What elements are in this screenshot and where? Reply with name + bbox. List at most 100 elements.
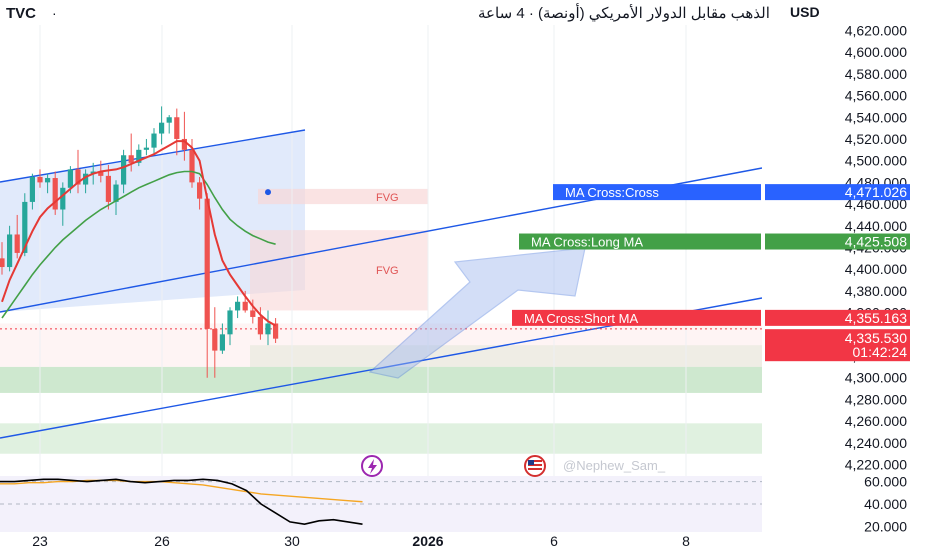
candle-14 bbox=[105, 175, 111, 202]
candle-11 bbox=[83, 173, 89, 185]
candle-31 bbox=[235, 301, 241, 311]
candle-3 bbox=[22, 201, 28, 253]
candle-19 bbox=[143, 147, 149, 150]
price-tick-label: 4,580.000 bbox=[845, 66, 907, 82]
candle-12 bbox=[90, 171, 96, 174]
channel-top-line bbox=[0, 129, 306, 183]
lightning-icon[interactable] bbox=[361, 455, 383, 477]
candle-0 bbox=[0, 258, 5, 268]
candle-4 bbox=[29, 176, 35, 202]
oscillator-pane bbox=[0, 476, 762, 532]
time-axis-bg bbox=[0, 532, 932, 550]
oscillator-line bbox=[0, 478, 363, 525]
us-flag-icon[interactable] bbox=[524, 455, 546, 477]
candle-33 bbox=[250, 310, 256, 317]
candle-20 bbox=[151, 133, 157, 148]
ma-value-text: 4,355.163 bbox=[845, 310, 907, 326]
ma-value-box bbox=[765, 184, 910, 201]
candle-10 bbox=[75, 169, 81, 185]
symbol-ticker[interactable]: TVC bbox=[6, 5, 36, 22]
price-tag-countdown: 01:42:24 bbox=[853, 344, 908, 360]
osc-tick-label: 40.000 bbox=[864, 496, 907, 512]
price-tick-label: 4,280.000 bbox=[845, 391, 907, 407]
candle-23 bbox=[174, 117, 180, 139]
support-shade bbox=[0, 323, 762, 367]
currency-label: USD bbox=[790, 4, 820, 20]
price-tick-label: 4,260.000 bbox=[845, 413, 907, 429]
trend-lines[interactable] bbox=[0, 129, 763, 439]
price-tick-label: 4,440.000 bbox=[845, 218, 907, 234]
ma-label-box bbox=[512, 309, 761, 326]
candle-25 bbox=[189, 149, 195, 183]
price-tick-label: 4,500.000 bbox=[845, 153, 907, 169]
candle-17 bbox=[128, 155, 134, 163]
fvg-zone-lower bbox=[250, 230, 428, 311]
candle-9 bbox=[67, 169, 73, 188]
candle-29 bbox=[219, 334, 225, 351]
ma-value-text: 4,471.026 bbox=[845, 184, 907, 200]
candle-1 bbox=[7, 234, 13, 268]
time-tick-label: 2026 bbox=[412, 533, 443, 549]
ma-label-text: MA Cross:Long MA bbox=[531, 235, 643, 250]
ma-value-box bbox=[765, 309, 910, 326]
ma-cross-labels: MA Cross:Cross 4,471.026 MA Cross:Long MA 4… bbox=[512, 184, 910, 362]
watermark-author: @Nephew_Sam_ bbox=[563, 458, 666, 473]
ma-short-line bbox=[1, 140, 277, 327]
candle-30 bbox=[227, 310, 233, 335]
candle-26 bbox=[197, 182, 203, 199]
price-tag-value: 4,335.530 bbox=[845, 330, 907, 346]
candle-7 bbox=[52, 178, 58, 210]
ma-label-text: MA Cross:Short MA bbox=[524, 311, 638, 326]
candle-22 bbox=[166, 117, 172, 123]
osc-tick-label: 20.000 bbox=[864, 518, 907, 534]
time-tick-label: 30 bbox=[284, 533, 300, 549]
price-tag-box bbox=[765, 329, 910, 362]
candle-6 bbox=[45, 178, 51, 183]
candle-24 bbox=[181, 138, 187, 150]
price-tick-label: 4,400.000 bbox=[845, 261, 907, 277]
oscillator-signal-line bbox=[0, 479, 363, 503]
price-tick-label: 4,540.000 bbox=[845, 109, 907, 125]
time-axis[interactable]: 23 26 30 2026 6 8 bbox=[0, 532, 932, 550]
ma-label-box bbox=[519, 233, 761, 250]
ma-label-text: MA Cross:Cross bbox=[565, 185, 659, 200]
candle-28 bbox=[212, 328, 218, 351]
grid-lines bbox=[39, 25, 687, 530]
price-tick-label: 4,220.000 bbox=[845, 457, 907, 473]
price-tick-label: 4,520.000 bbox=[845, 131, 907, 147]
ma-value-text: 4,425.508 bbox=[845, 234, 907, 250]
cross-marker bbox=[265, 189, 271, 196]
ma-long-line bbox=[1, 170, 276, 319]
price-tick-label: 4,600.000 bbox=[845, 44, 907, 60]
price-axis-bg bbox=[762, 0, 932, 550]
candle-2 bbox=[14, 234, 20, 253]
ma-value-box bbox=[765, 233, 910, 250]
fvg-zone-upper bbox=[258, 188, 428, 205]
fvg-label-upper: FVG bbox=[376, 192, 399, 204]
candle-21 bbox=[159, 122, 165, 134]
time-tick-label: 23 bbox=[32, 533, 48, 549]
ma-label-box bbox=[553, 184, 761, 201]
time-tick-label: 26 bbox=[154, 533, 170, 549]
fvg-label-lower: FVG bbox=[376, 265, 399, 277]
osc-tick-label: 60.000 bbox=[864, 474, 907, 490]
candlestick-series bbox=[0, 106, 279, 378]
price-tick-label: 4,240.000 bbox=[845, 435, 907, 451]
projection-arrow-shape bbox=[368, 247, 586, 379]
time-tick-label: 6 bbox=[550, 533, 558, 549]
projection-arrow[interactable] bbox=[368, 247, 586, 379]
price-tick-label: 4,380.000 bbox=[845, 283, 907, 299]
candle-16 bbox=[121, 155, 127, 185]
candle-15 bbox=[113, 184, 119, 202]
candle-27 bbox=[204, 198, 210, 329]
candle-34 bbox=[257, 316, 263, 335]
demand-zone-lower bbox=[0, 423, 762, 454]
moving-averages bbox=[1, 140, 277, 327]
candle-13 bbox=[98, 171, 104, 176]
price-tick-label: 4,300.000 bbox=[845, 370, 907, 386]
price-axis[interactable]: 4,620.000 4,600.000 4,580.000 4,560.000 4,54… bbox=[762, 0, 932, 550]
candle-8 bbox=[60, 187, 66, 210]
candle-18 bbox=[136, 149, 142, 163]
price-tick-label: 4,560.000 bbox=[845, 88, 907, 104]
